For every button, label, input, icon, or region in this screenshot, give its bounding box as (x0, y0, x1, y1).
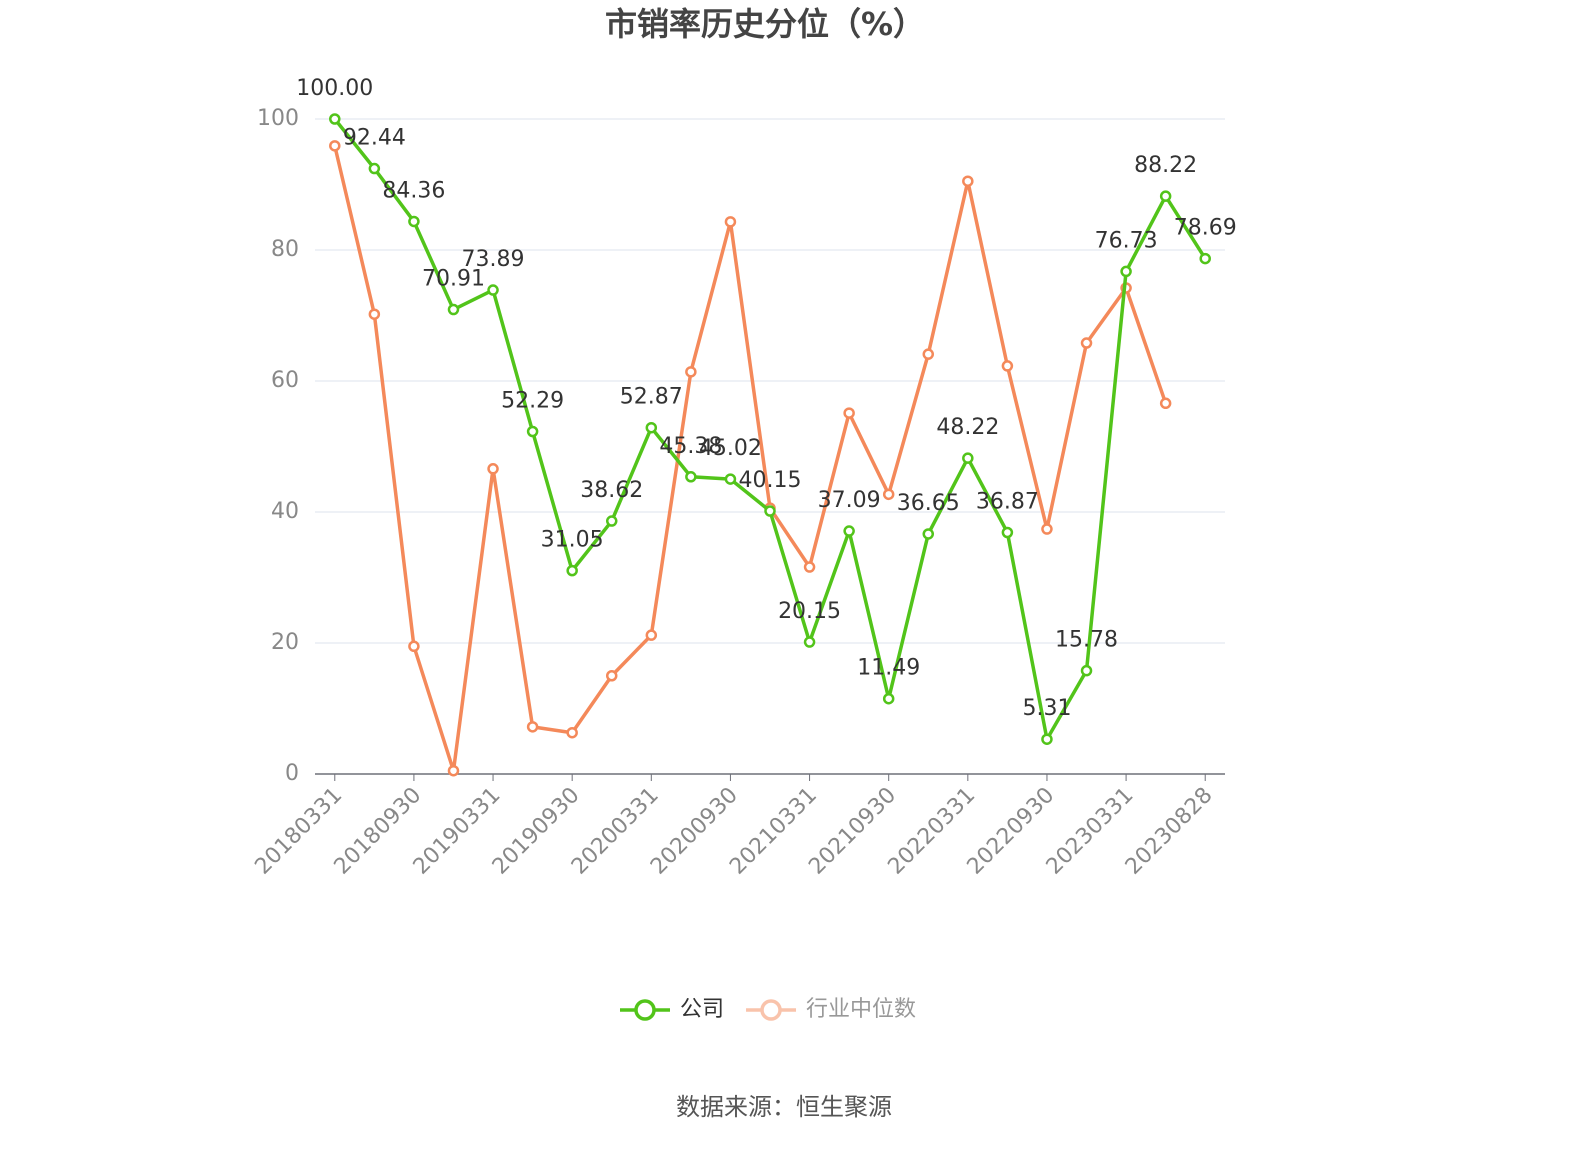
data-label: 73.89 (462, 247, 525, 272)
data-point (962, 452, 974, 464)
source: 数据来源：恒生聚源 (676, 1093, 892, 1121)
data-label: 38.62 (580, 478, 643, 503)
data-point (1199, 252, 1211, 265)
y-tick-label: 0 (285, 761, 299, 786)
legend-item: 公司 (620, 997, 724, 1022)
data-label: 37.09 (818, 488, 881, 513)
data-point (764, 505, 776, 517)
legend-marker (760, 999, 782, 1021)
data-point (685, 366, 697, 378)
data-point (1159, 397, 1172, 410)
data-point (882, 692, 895, 705)
data-label: 36.65 (897, 491, 960, 516)
data-label: 52.87 (620, 385, 683, 410)
data-point (1080, 664, 1093, 677)
data-label: 36.87 (976, 490, 1039, 515)
series-line (333, 145, 1168, 773)
data-point (605, 515, 618, 527)
data-point (329, 113, 341, 125)
data-point (368, 162, 381, 175)
y-tick-label: 80 (271, 237, 299, 262)
data-label: 70.91 (422, 267, 485, 292)
data-point (408, 215, 420, 228)
data-point (408, 640, 420, 653)
data-point (605, 670, 618, 682)
data-point (645, 421, 658, 434)
data-point (645, 629, 658, 641)
y-tick-label: 40 (271, 499, 299, 524)
data-point (487, 284, 499, 296)
data-label: 5.31 (1022, 696, 1071, 721)
data-point (487, 463, 499, 475)
chart-title: 市销率历史分位（%） (605, 5, 925, 43)
data-point (1080, 337, 1093, 349)
data-point (724, 216, 737, 228)
data-label: 11.49 (857, 656, 920, 681)
data-label: 84.36 (382, 178, 445, 203)
legend-item: 行业中位数 (746, 997, 916, 1022)
data-point (882, 488, 895, 501)
data-point (1041, 523, 1053, 535)
data-label: 52.29 (501, 389, 564, 414)
data-point (329, 140, 341, 152)
data-point (368, 308, 381, 320)
data-point (1001, 526, 1014, 539)
data-label: 78.69 (1174, 216, 1237, 241)
data-point (526, 425, 539, 438)
data-label: 45.02 (699, 436, 762, 461)
data-label: 48.22 (936, 415, 999, 440)
data-point (1120, 265, 1132, 278)
data-point (447, 303, 460, 316)
data-point (843, 407, 855, 419)
data-point (843, 525, 855, 537)
data-point (526, 721, 539, 733)
data-point (1159, 190, 1172, 202)
data-point (803, 636, 816, 648)
data-point (922, 528, 935, 540)
y-tick-label: 100 (257, 106, 299, 131)
legend-marker (634, 999, 656, 1021)
legend-label: 行业中位数 (806, 997, 916, 1022)
data-point (685, 471, 697, 483)
data-point (922, 348, 935, 360)
data-label: 76.73 (1095, 228, 1158, 253)
data-point (566, 726, 578, 739)
data-point (1001, 360, 1014, 372)
y-tick-label: 60 (271, 368, 299, 393)
data-label: 31.05 (541, 528, 604, 553)
data-label: 40.15 (739, 468, 802, 493)
data-label: 92.44 (343, 126, 406, 151)
data-point (1041, 733, 1053, 745)
data-point (566, 564, 578, 577)
data-point (962, 175, 974, 187)
data-point (447, 764, 460, 777)
data-point (724, 473, 737, 485)
y-tick-label: 20 (271, 630, 299, 655)
data-label: 15.78 (1055, 628, 1118, 653)
legend-label: 公司 (680, 997, 724, 1022)
data-label: 45.38 (659, 434, 722, 459)
data-label: 20.15 (778, 599, 841, 624)
data-label: 88.22 (1134, 153, 1197, 178)
data-label: 100.00 (296, 76, 373, 101)
data-point (803, 561, 816, 573)
